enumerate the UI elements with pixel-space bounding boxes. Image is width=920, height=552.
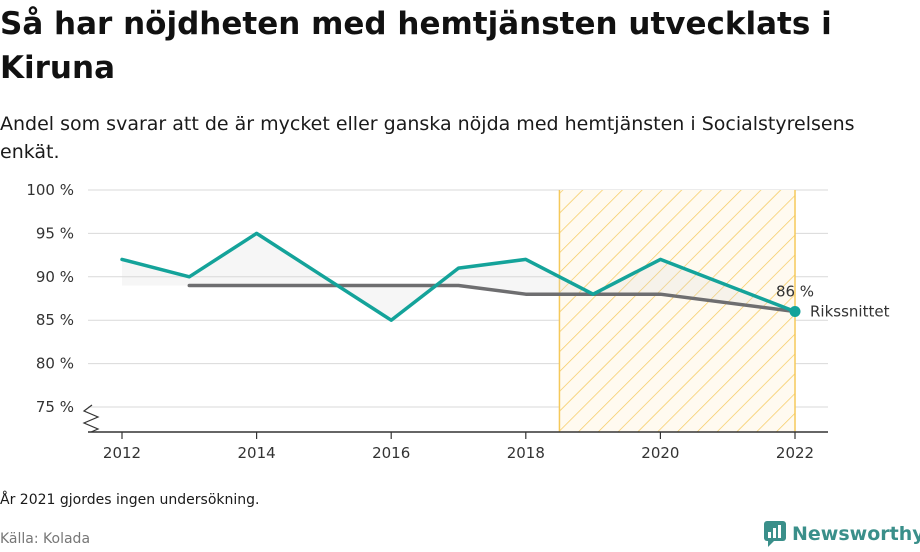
x-tick-label: 2022 xyxy=(776,444,814,462)
end-value-label: 86 % xyxy=(776,283,814,301)
axes xyxy=(82,404,828,439)
x-tick-label: 2020 xyxy=(641,444,679,462)
axis-break-mark xyxy=(82,404,100,433)
x-tick-label: 2016 xyxy=(372,444,410,462)
x-tick-label: 2014 xyxy=(238,444,276,462)
chart-title: Så har nöjdheten med hemtjänsten utveckl… xyxy=(0,6,832,86)
y-tick-label: 100 % xyxy=(26,181,74,199)
difference-area-fill xyxy=(122,233,795,321)
x-tick-label: 2012 xyxy=(103,444,141,462)
x-tick-label: 2018 xyxy=(507,444,545,462)
labels-layer: 100 % 95 % 90 % 85 % 80 % 75 % 2012 2014 2016 201… xyxy=(26,181,889,462)
chat-chart-icon xyxy=(764,521,786,547)
newsworthy-logo: Newsworthy xyxy=(764,520,920,548)
series-line-kiruna xyxy=(120,231,797,322)
series-label-rikssnittet: Rikssnittet xyxy=(810,303,890,321)
y-tick-label: 90 % xyxy=(36,268,74,286)
footnote: År 2021 gjordes ingen undersökning. xyxy=(0,492,260,508)
chart-subtitle: Andel som svarar att de är mycket eller … xyxy=(0,113,855,163)
highlight-rect xyxy=(559,190,795,432)
highlight-region xyxy=(558,190,796,432)
end-point-marker xyxy=(789,306,801,318)
series-layer xyxy=(120,231,801,322)
y-tick-label: 80 % xyxy=(36,355,74,373)
y-tick-label: 95 % xyxy=(36,224,74,242)
difference-area xyxy=(122,233,795,321)
y-tick-label: 85 % xyxy=(36,311,74,329)
brand-name: Newsworthy xyxy=(792,523,920,545)
series-line-rikssnittet xyxy=(187,283,797,314)
y-tick-label: 75 % xyxy=(36,398,74,416)
source-text: Källa: Kolada xyxy=(0,531,91,547)
